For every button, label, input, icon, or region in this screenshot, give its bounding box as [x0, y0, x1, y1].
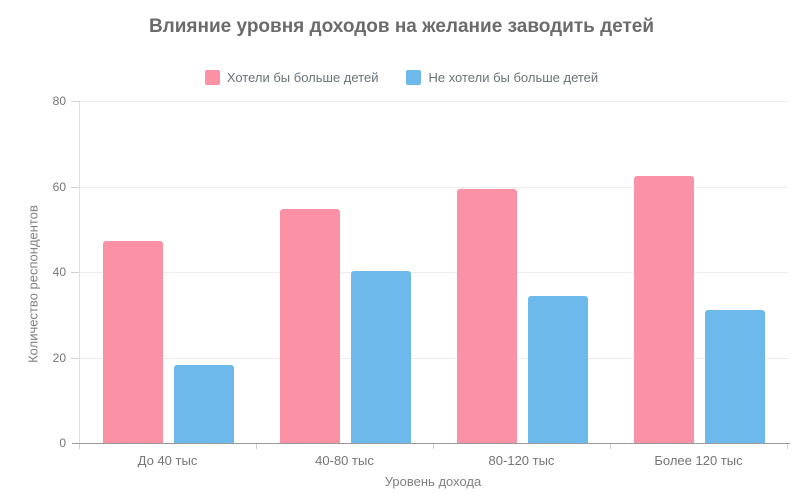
legend-item-0[interactable]: Хотели бы больше детей: [204, 70, 379, 85]
category-band: [611, 101, 788, 443]
x-axis-category-label: 80-120 тыс: [488, 453, 555, 468]
x-axis-category-label: 40-80 тыс: [315, 453, 374, 468]
legend-item-1[interactable]: Не хотели бы больше детей: [406, 70, 598, 85]
x-axis-category-label: До 40 тыс: [137, 453, 198, 468]
x-axis-tick: [433, 444, 434, 449]
plot-area: [79, 101, 788, 443]
bar-series0-До 40 тыс[interactable]: [103, 241, 163, 443]
x-axis-category-label: Более 120 тыс: [654, 453, 743, 468]
legend: Хотели бы больше детей Не хотели бы больш…: [0, 70, 803, 85]
y-axis-tick: [71, 272, 79, 273]
y-axis-tick-label: 60: [52, 179, 66, 194]
bar-series0-80-120 тыс[interactable]: [457, 189, 517, 443]
gridline: [80, 101, 788, 102]
y-axis-tick-label: 20: [52, 350, 66, 365]
legend-item-label: Не хотели бы больше детей: [428, 70, 599, 85]
bar-series1-40-80 тыс[interactable]: [351, 271, 411, 443]
bar-series1-80-120 тыс[interactable]: [528, 296, 588, 443]
category-band: [80, 101, 257, 443]
x-axis-tick: [610, 444, 611, 449]
gridline: [80, 272, 788, 273]
y-axis-tick-label: 40: [52, 265, 66, 279]
legend-swatch-icon: [204, 70, 220, 85]
y-axis-tick-label: 80: [52, 94, 66, 108]
bar-series1-Более 120 тыс[interactable]: [705, 310, 765, 443]
y-axis-tick: [71, 186, 79, 188]
chart-title: Влияние уровня доходов на желание заводи…: [148, 16, 655, 37]
y-axis-tick: [71, 357, 79, 359]
y-axis-title: Количество респондентов: [25, 205, 41, 363]
x-axis-tick: [256, 444, 257, 449]
x-axis-title: Уровень дохода: [384, 474, 482, 489]
x-axis-tick: [787, 444, 788, 449]
legend-item-label: Хотели бы больше детей: [226, 70, 379, 85]
bar-series0-40-80 тыс[interactable]: [280, 209, 340, 443]
category-band: [434, 101, 611, 443]
legend-swatch-icon: [406, 70, 422, 85]
x-axis-tick: [79, 444, 80, 449]
gridline: [80, 186, 788, 188]
x-axis-line: [72, 443, 790, 444]
gridline: [80, 357, 788, 359]
bar-series0-Более 120 тыс[interactable]: [634, 176, 694, 443]
bar-series1-До 40 тыс[interactable]: [174, 365, 234, 443]
y-axis-tick: [71, 101, 79, 102]
y-axis-tick-label: 0: [59, 436, 66, 450]
category-band: [257, 101, 434, 443]
